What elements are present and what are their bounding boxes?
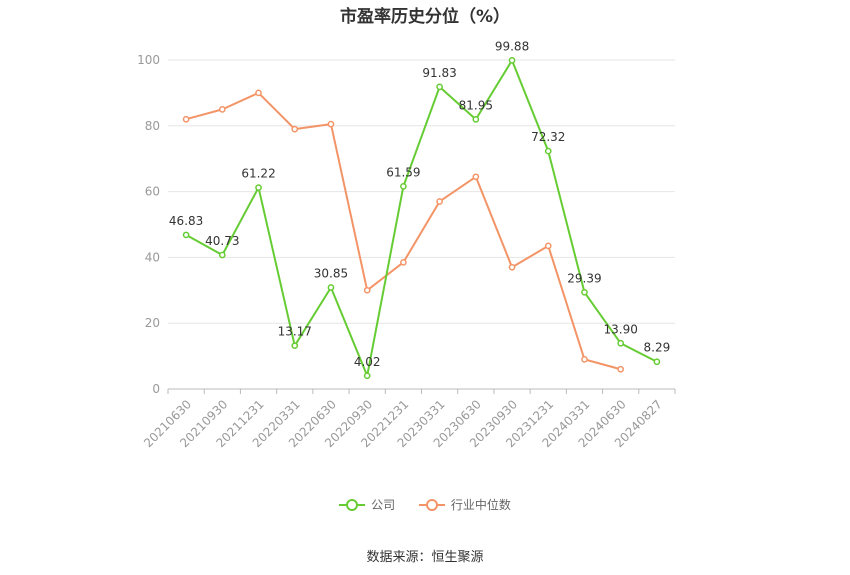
company-data-point <box>617 339 625 347</box>
company-series-line <box>185 59 658 377</box>
chart-title: 市盈率历史分位（%） <box>339 7 511 27</box>
legend-industry-label: 行业中位数 <box>450 498 511 512</box>
company-data-label: 61.22 <box>241 167 275 181</box>
y-tick-label: 100 <box>137 53 160 67</box>
company-data-point <box>544 147 552 155</box>
data-source-note: 数据来源：恒生聚源 <box>366 550 484 565</box>
industry-data-point <box>472 173 480 181</box>
company-data-label: 30.85 <box>314 267 348 281</box>
company-data-point <box>400 183 407 190</box>
company-data-point <box>327 284 335 291</box>
company-data-label: 46.83 <box>169 214 203 228</box>
company-data-label: 29.39 <box>567 271 601 285</box>
legend-company-swatch <box>339 498 366 511</box>
y-tick-label: 0 <box>152 382 160 396</box>
legend-company-label: 公司 <box>371 498 396 512</box>
industry-data-point <box>508 263 516 271</box>
company-data-label: 99.88 <box>495 39 529 53</box>
company-data-point <box>508 57 516 64</box>
company-data-label: 8.29 <box>644 341 671 355</box>
y-tick-label: 20 <box>145 316 160 330</box>
industry-data-point <box>327 120 335 128</box>
company-data-label: 13.17 <box>278 325 312 339</box>
company-data-label: 13.90 <box>603 322 637 336</box>
y-tick-label: 40 <box>145 250 160 264</box>
industry-data-point <box>544 242 552 250</box>
company-data-label: 61.59 <box>386 165 420 179</box>
company-data-label: 40.73 <box>205 234 239 248</box>
industry-data-point <box>363 286 371 294</box>
line-chart: 0204060801002021063020210930202112312022… <box>137 39 676 450</box>
company-data-label: 72.32 <box>531 130 565 144</box>
industry-data-point <box>182 115 190 123</box>
legend-item-company[interactable]: 公司 <box>339 496 395 513</box>
industry-data-point <box>255 89 262 97</box>
company-data-point <box>581 288 588 296</box>
industry-data-point <box>291 125 299 133</box>
company-data-point <box>653 358 661 366</box>
industry-data-point <box>436 198 443 205</box>
legend-item-industry-median[interactable]: 行业中位数 <box>418 496 511 513</box>
company-data-point <box>291 342 299 350</box>
company-data-point <box>182 231 190 239</box>
y-tick-label: 60 <box>145 185 160 199</box>
company-data-point <box>363 372 371 380</box>
industry-data-point <box>581 356 588 363</box>
legend-industry-swatch <box>418 498 445 511</box>
company-data-point <box>218 251 226 259</box>
chart-legend: 公司 行业中位数 <box>0 496 850 514</box>
industry-data-point <box>218 106 226 113</box>
industry-data-point <box>400 258 407 266</box>
industry-data-point <box>617 365 625 373</box>
company-data-point <box>255 184 262 191</box>
company-data-point <box>472 116 480 123</box>
y-tick-label: 80 <box>145 119 160 133</box>
company-data-label: 4.02 <box>354 355 381 369</box>
company-data-point <box>436 83 443 91</box>
company-data-label: 91.83 <box>422 66 456 80</box>
company-data-label: 81.95 <box>459 98 493 112</box>
